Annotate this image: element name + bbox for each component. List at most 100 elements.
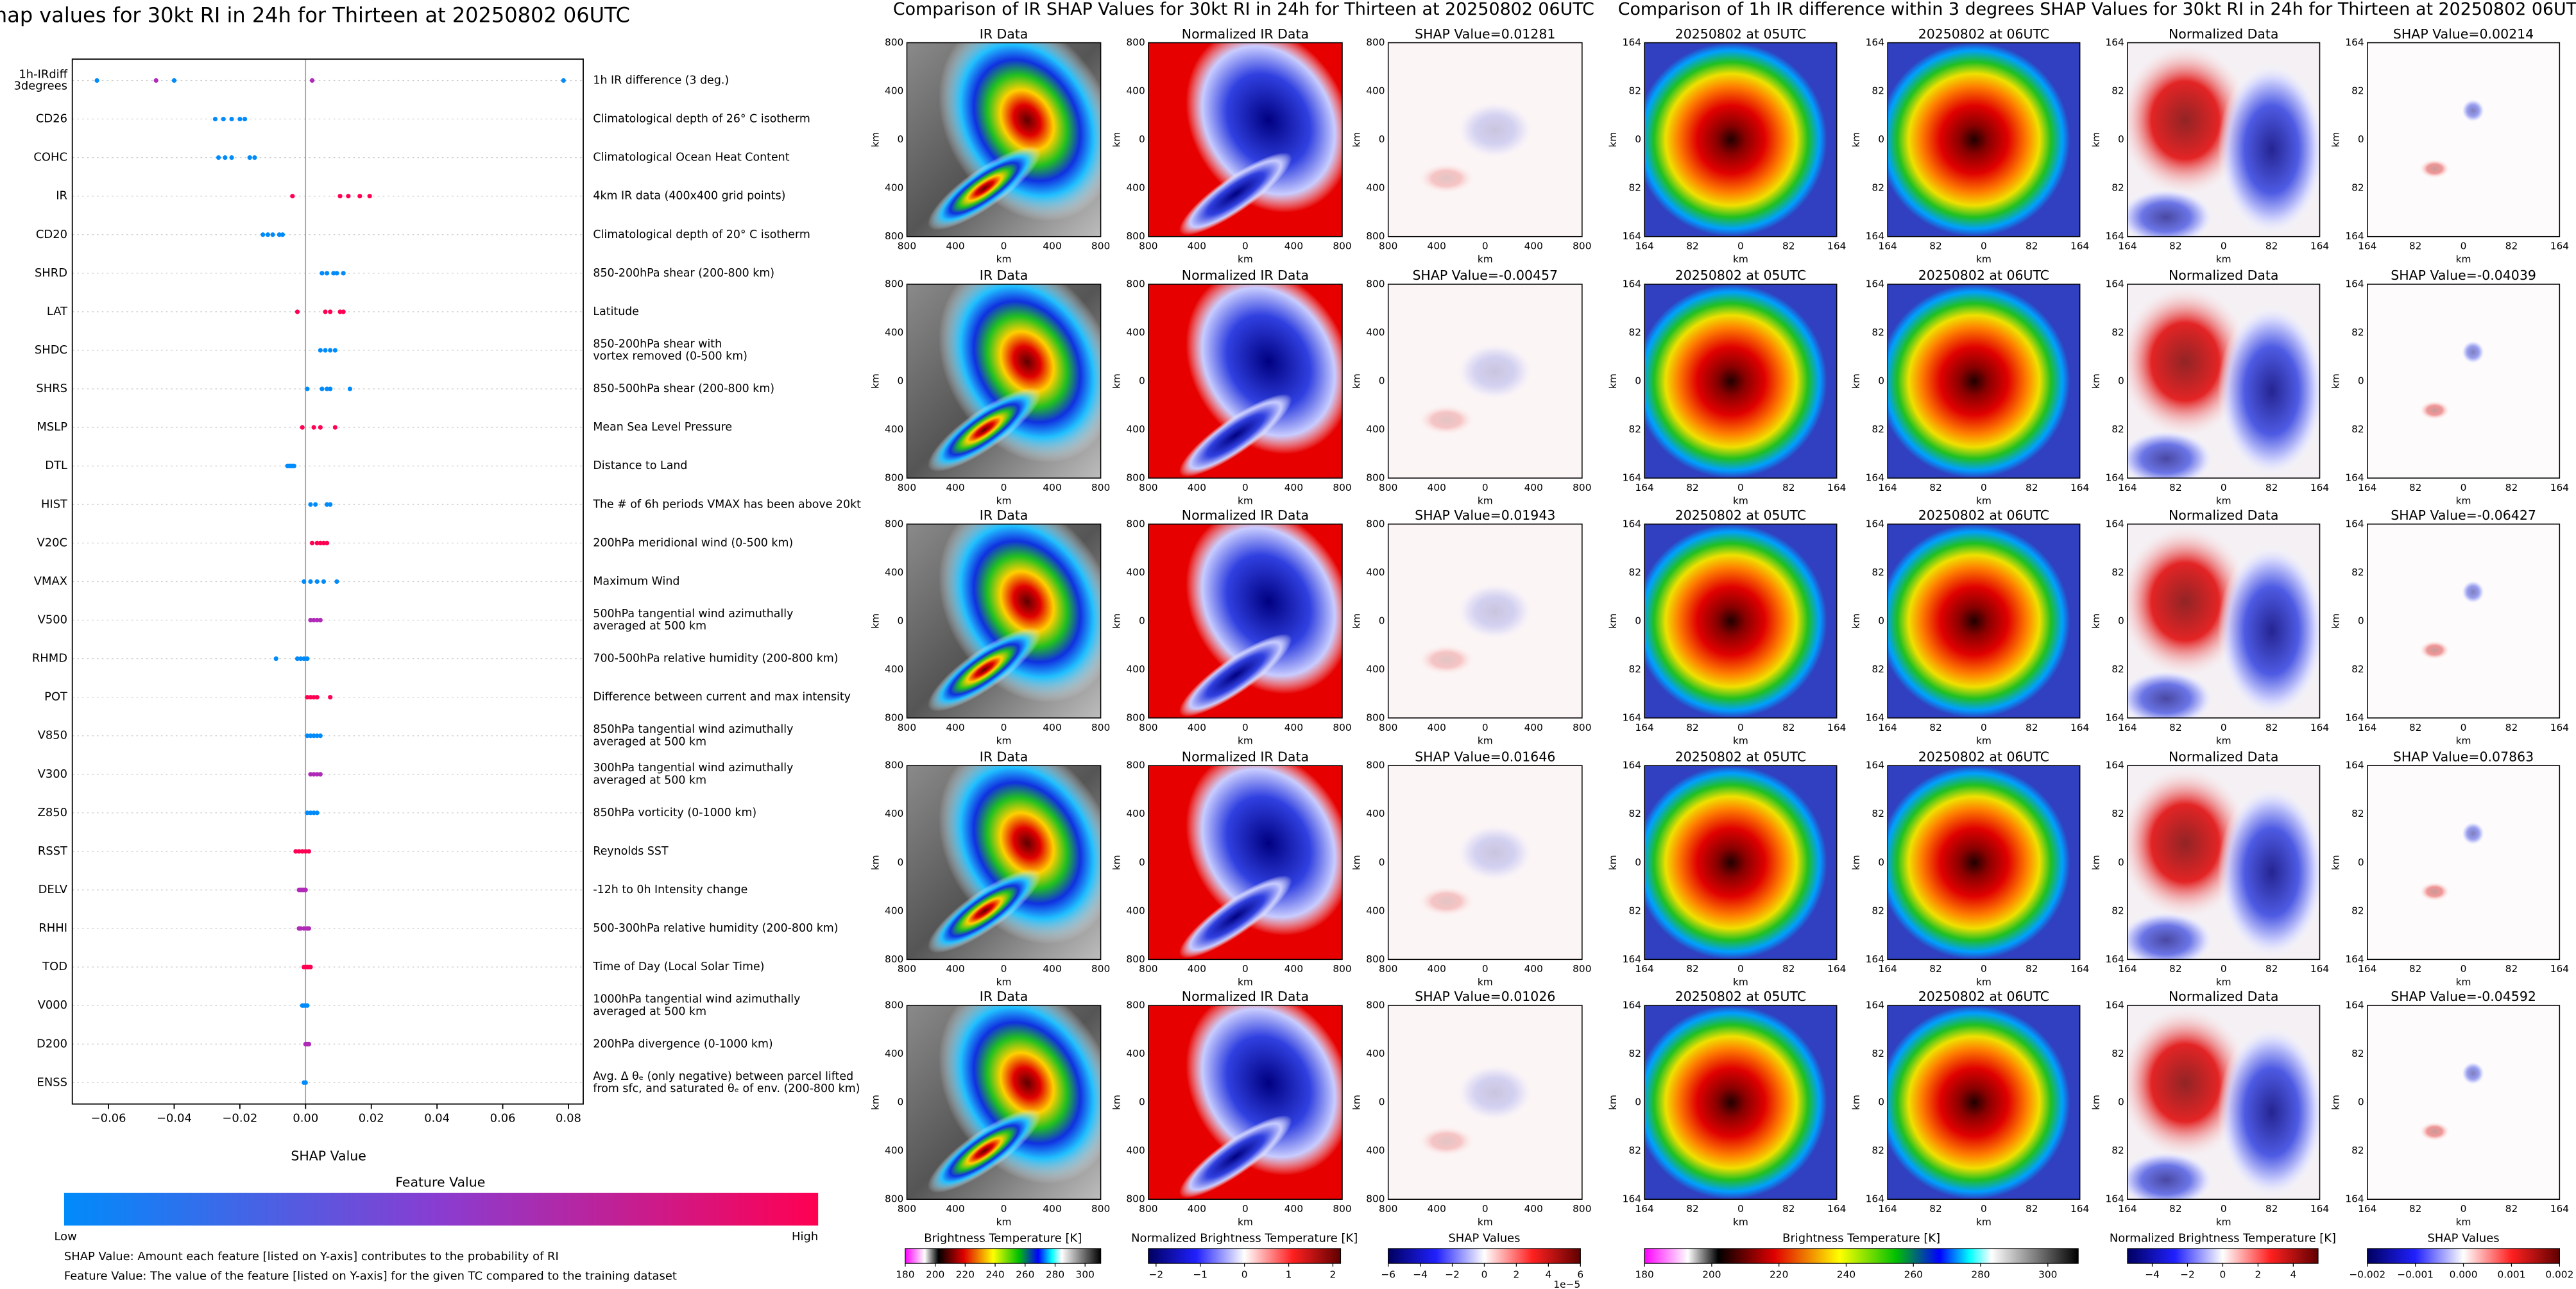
y-axis-label: km — [1607, 855, 1619, 870]
colorbar-tick-label: 6 — [1577, 1268, 1583, 1280]
y-tick-label: 164 — [2105, 760, 2124, 771]
y-tick-label: 800 — [1126, 230, 1145, 242]
y-tick-label: LAT — [47, 305, 67, 318]
x-tick-label: 164 — [1635, 722, 1653, 733]
y-tick-label: 400 — [1126, 85, 1145, 97]
feature-description: Latitude — [593, 305, 639, 318]
point — [303, 1080, 308, 1085]
point — [265, 232, 270, 237]
x-tick-label: 82 — [2505, 241, 2518, 252]
y-tick-label: 800 — [1126, 472, 1145, 484]
x-tick-label: 800 — [1379, 241, 1397, 252]
x-axis-label: km — [2456, 735, 2471, 746]
x-tick-label: 400 — [1428, 482, 1446, 493]
panel-image — [1644, 284, 1837, 479]
point — [306, 1041, 312, 1046]
y-tick-label: 800 — [1126, 712, 1145, 723]
image — [1644, 524, 1837, 718]
feature-description: 850hPa vorticity (0-1000 km) — [593, 807, 756, 819]
x-tick-label: 400 — [946, 241, 964, 252]
image — [2127, 910, 2214, 960]
x-axis-label: km — [1478, 977, 1493, 988]
image — [2419, 158, 2450, 179]
y-tick-label: MSLP — [37, 420, 67, 434]
y-tick-label: 800 — [1366, 472, 1385, 484]
y-tick-label: 82 — [1872, 1048, 1884, 1059]
x-tick-label: 82 — [2505, 482, 2518, 493]
panel-image — [907, 284, 1101, 479]
colorbar-tick-label: −2 — [2180, 1268, 2195, 1280]
colorbar-tick-label: 0.000 — [2450, 1268, 2478, 1280]
y-tick-label: 82 — [1872, 182, 1884, 194]
y-tick-label: 400 — [885, 182, 903, 194]
x-axis-label: km — [1733, 1216, 1748, 1228]
y-tick-label: 82 — [1872, 423, 1884, 435]
x-axis-label: km — [1976, 977, 1992, 988]
x-tick-label: 82 — [1782, 1203, 1795, 1215]
x-tick-label: 82 — [2265, 1203, 2278, 1215]
x-tick-label: 400 — [1043, 722, 1061, 733]
panel-title: Normalized IR Data — [1182, 26, 1309, 42]
x-tick-label: 164 — [2358, 1203, 2376, 1215]
feature-description: Difference between current and max inten… — [593, 691, 851, 704]
x-axis-label: km — [996, 1216, 1012, 1228]
image — [927, 1109, 1041, 1193]
y-axis-label: km — [869, 132, 881, 148]
x-tick-label: 0 — [2221, 241, 2227, 252]
x-axis-label: km — [1733, 253, 1748, 265]
feature-description: Climatological depth of 26° C isotherm — [593, 113, 810, 126]
panel-frame — [2127, 524, 2321, 719]
point — [318, 733, 323, 738]
feature-description: Climatological depth of 20° C isotherm — [593, 228, 810, 241]
x-tick-label: 164 — [2118, 963, 2137, 975]
image — [2217, 543, 2320, 718]
y-tick-label: 82 — [1872, 905, 1884, 916]
point — [294, 656, 300, 662]
colorbar-tick-label: 180 — [1635, 1268, 1653, 1280]
x-tick-label: 0 — [1242, 241, 1249, 252]
x-tick-label: 0.08 — [556, 1112, 581, 1125]
x-tick-label: 800 — [1091, 482, 1110, 493]
feature-description: 500hPa tangential wind azimuthally — [593, 608, 793, 620]
point — [318, 348, 323, 353]
x-tick-label: 82 — [1686, 241, 1699, 252]
point — [324, 502, 330, 507]
y-tick-label: 164 — [2345, 472, 2364, 484]
y-tick-label: 164 — [2345, 518, 2364, 529]
y-tick-label: 400 — [885, 663, 903, 675]
y-axis-label: km — [1850, 132, 1862, 148]
y-tick-label: 400 — [1366, 663, 1385, 675]
y-tick-label: 82 — [2111, 85, 2124, 97]
panel-title: SHAP Value=0.01943 — [1415, 508, 1555, 523]
feature-description: The # of 6h periods VMAX has been above … — [592, 498, 861, 511]
panel-frame — [1148, 524, 1343, 719]
y-tick-label: 164 — [2105, 278, 2124, 289]
x-tick-label: 164 — [1635, 1203, 1653, 1215]
x-tick-label: 82 — [1929, 722, 1942, 733]
point — [314, 540, 320, 545]
y-tick-label: 800 — [1366, 518, 1385, 529]
y-axis-label: km — [1850, 1095, 1862, 1110]
point — [212, 116, 218, 122]
panel-image — [2127, 284, 2320, 479]
y-axis-label: km — [2330, 1095, 2342, 1110]
y-tick-label: 0 — [1878, 615, 1884, 626]
panel-image — [1644, 42, 1837, 237]
image — [2217, 62, 2320, 237]
y-tick-label: 400 — [885, 327, 903, 338]
point — [300, 849, 305, 854]
y-axis-label: km — [1850, 373, 1862, 389]
point — [324, 386, 330, 391]
y-tick-label: DTL — [45, 459, 67, 472]
panel-frame — [1887, 284, 2081, 479]
y-tick-label: 400 — [885, 1048, 903, 1059]
y-tick-label: 400 — [1366, 327, 1385, 338]
y-tick-label: 800 — [1126, 1000, 1145, 1011]
y-tick-label: 400 — [885, 905, 903, 916]
x-axis-label: km — [1238, 1216, 1253, 1228]
panel-title: 20250802 at 05UTC — [1675, 508, 1806, 523]
point — [311, 733, 316, 738]
point — [308, 695, 313, 700]
x-tick-label: 0 — [1001, 241, 1007, 252]
